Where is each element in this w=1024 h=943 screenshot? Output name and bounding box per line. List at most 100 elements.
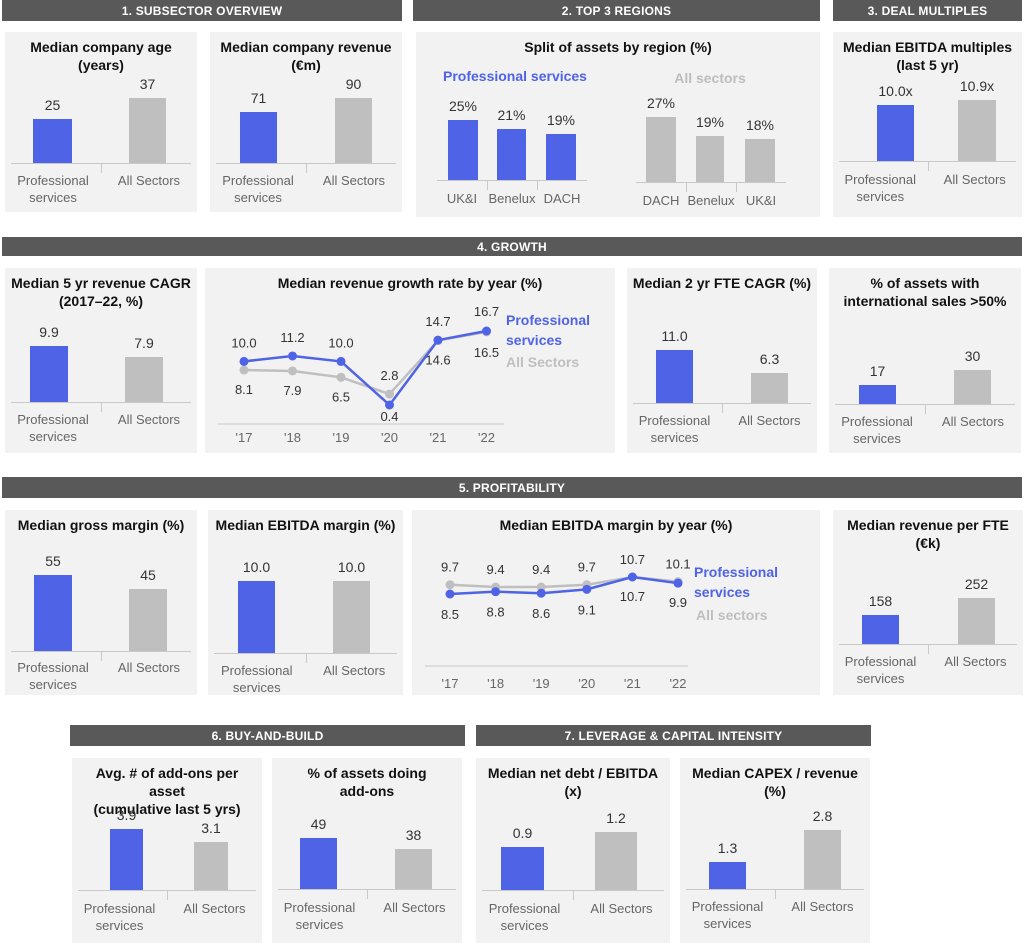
category-label-line: All Sectors <box>941 414 1005 429</box>
data-label: 9.4 <box>532 562 550 577</box>
category-label-line: Professional <box>17 660 89 675</box>
chart-title: Median company revenue (€m) <box>214 38 398 74</box>
category-separator <box>722 403 723 413</box>
category-label-line: All Sectors <box>738 413 801 428</box>
category-label-line: All Sectors <box>183 901 246 916</box>
bar-all-sectors <box>125 357 163 402</box>
category-label-line: services <box>856 671 905 686</box>
chart-title-line: % of assets doing <box>307 765 427 781</box>
data-label: 11.0 <box>661 328 688 344</box>
category-separator <box>101 402 102 412</box>
data-label: 37 <box>139 76 156 92</box>
chart-title: Median gross margin (%) <box>9 516 193 534</box>
category-label: All Sectors <box>928 171 1023 188</box>
x-tick-label: '18 <box>284 430 301 445</box>
data-point <box>536 582 546 592</box>
category-separator <box>573 890 574 900</box>
category-separator <box>928 644 929 654</box>
data-label: 45 <box>140 566 156 583</box>
chart-card-regions: Split of assets by region (%) <box>416 32 820 217</box>
bar-professional-services <box>300 838 337 889</box>
chart-title-line: Median gross margin (%) <box>17 517 185 533</box>
category-label: All Sectors <box>101 411 197 428</box>
data-label: 2.8 <box>380 368 398 383</box>
data-point <box>582 584 592 594</box>
bar-professional-services <box>862 615 899 644</box>
data-label: 17 <box>869 362 886 379</box>
chart-title-line: (2017–22, %) <box>58 293 144 309</box>
category-label-line: services <box>95 918 144 933</box>
data-point <box>288 351 297 361</box>
category-label-line: Professional <box>638 413 711 428</box>
category-separator <box>101 163 102 173</box>
data-label: 9.4 <box>487 562 505 577</box>
bar-professional-services <box>709 861 746 889</box>
data-label: 3.9 <box>116 807 137 823</box>
data-point <box>482 326 491 336</box>
legend-professional-services: Professional <box>694 564 778 580</box>
chart-title-line: (last 5 yr) <box>896 57 959 73</box>
chart-title-line: add-ons <box>339 783 395 799</box>
data-label: 30 <box>964 348 981 364</box>
category-label: All Sectors <box>101 172 197 189</box>
data-label: 9.1 <box>578 602 596 617</box>
data-label: 11.2 <box>280 330 304 345</box>
category-label: Professional services <box>5 172 101 206</box>
chart-title-line: international sales >50% <box>843 293 1007 309</box>
bar-professional-services <box>238 581 275 653</box>
legend-professional-services: services <box>694 584 750 600</box>
bar-all-sectors <box>751 372 788 403</box>
data-label: 10.0x <box>878 83 913 100</box>
x-tick-label: '21 <box>624 676 641 691</box>
x-tick-label: '18 <box>487 676 504 691</box>
chart-title-line: Median revenue per FTE <box>847 517 1009 533</box>
bar-all-sectors <box>595 832 637 890</box>
chart-title: Median CAPEX / revenue (%) <box>684 764 866 800</box>
category-label-line: services <box>295 917 344 932</box>
chart-title-line: Median company age <box>30 39 172 55</box>
category-separator <box>101 651 102 661</box>
data-point <box>239 365 249 375</box>
data-point <box>627 572 637 582</box>
category-label: All Sectors <box>101 659 197 676</box>
data-label: 158 <box>868 593 893 610</box>
chart-title-line: (cumulative last 5 yrs) <box>93 801 241 817</box>
bar-all-sectors <box>129 588 167 651</box>
x-tick-label: '21 <box>430 430 447 445</box>
category-label: UK&I <box>446 191 478 206</box>
bar-professional-services <box>30 346 68 402</box>
chart-title: Median 2 yr FTE CAGR (%) <box>631 274 813 292</box>
chart-title: Median EBITDA multiples (last 5 yr) <box>837 38 1018 74</box>
category-label-line: services <box>29 677 77 692</box>
category-label-line: services <box>29 190 77 205</box>
x-tick-label: '20 <box>381 430 398 445</box>
bar-all-sectors <box>194 841 228 890</box>
bar-region <box>448 119 478 180</box>
chart-title: Median EBITDA margin (%) <box>212 516 399 534</box>
data-point <box>288 366 297 376</box>
category-label: Professional services <box>833 653 928 687</box>
data-point <box>433 335 443 345</box>
legend-all-sectors: All Sectors <box>506 354 579 370</box>
category-label: UK&I <box>745 193 777 208</box>
category-label-line: All Sectors <box>322 173 386 188</box>
category-label: Professional services <box>272 899 367 933</box>
category-label-line: Professional <box>17 173 89 188</box>
data-label: 49 <box>310 816 327 832</box>
chart-title-line: Median net debt / EBITDA <box>487 765 659 781</box>
chart-title: Median revenue per FTE (€k) <box>837 516 1019 552</box>
chart-title-line: Median company revenue <box>220 39 392 55</box>
bar-all-sectors <box>129 98 166 163</box>
data-label: 1.2 <box>606 810 626 826</box>
legend-professional-services: Professional <box>506 312 590 328</box>
category-label-line: All Sectors <box>383 900 446 915</box>
category-label: Professional services <box>833 171 928 205</box>
data-label: 0.9 <box>512 824 533 841</box>
category-separator <box>367 889 368 899</box>
legend-all-sectors: All sectors <box>696 607 768 623</box>
category-label-line: All Sectors <box>117 173 181 188</box>
chart-title-line: (€k) <box>915 535 941 551</box>
category-label-line: All Sectors <box>791 899 854 914</box>
category-label-line: Professional <box>844 654 917 669</box>
chart-title: % of assets doing add-ons <box>276 764 458 800</box>
